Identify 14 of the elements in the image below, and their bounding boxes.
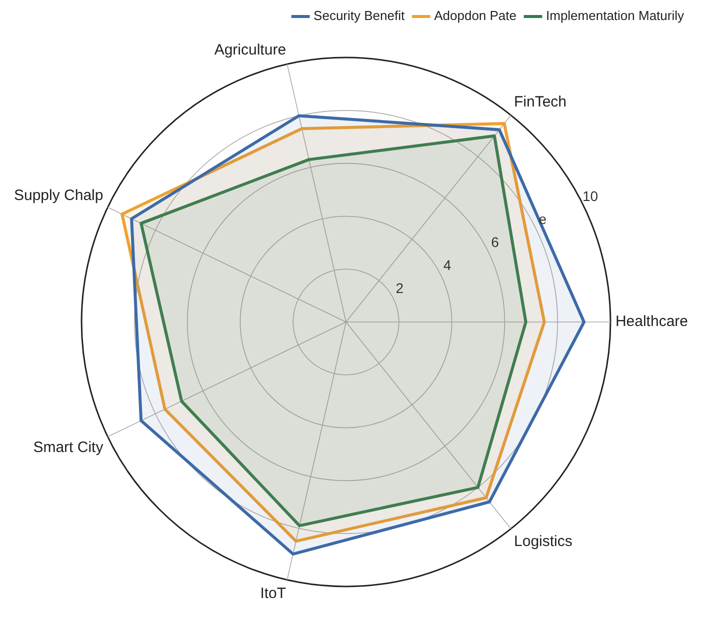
legend-label: Adopdon Pate xyxy=(434,8,517,24)
spoke-label: FinTech xyxy=(514,93,567,110)
y-tick-label: 10 xyxy=(582,188,598,204)
y-tick-label: 4 xyxy=(443,256,452,273)
spoke-label: Agriculture xyxy=(214,41,286,58)
y-tick-label: 6 xyxy=(491,234,500,250)
spoke-label: ItoT xyxy=(260,584,286,602)
spoke-label: Smart City xyxy=(33,439,104,456)
legend-label: Implementation Maturily xyxy=(546,8,684,24)
spoke-label: Healthcare xyxy=(615,313,688,330)
spoke-label: Logistics xyxy=(514,532,572,550)
spoke-label: Supply Chalp xyxy=(14,187,104,204)
legend-label: Security Benefit xyxy=(314,8,405,24)
y-tick-label: 2 xyxy=(396,280,404,296)
